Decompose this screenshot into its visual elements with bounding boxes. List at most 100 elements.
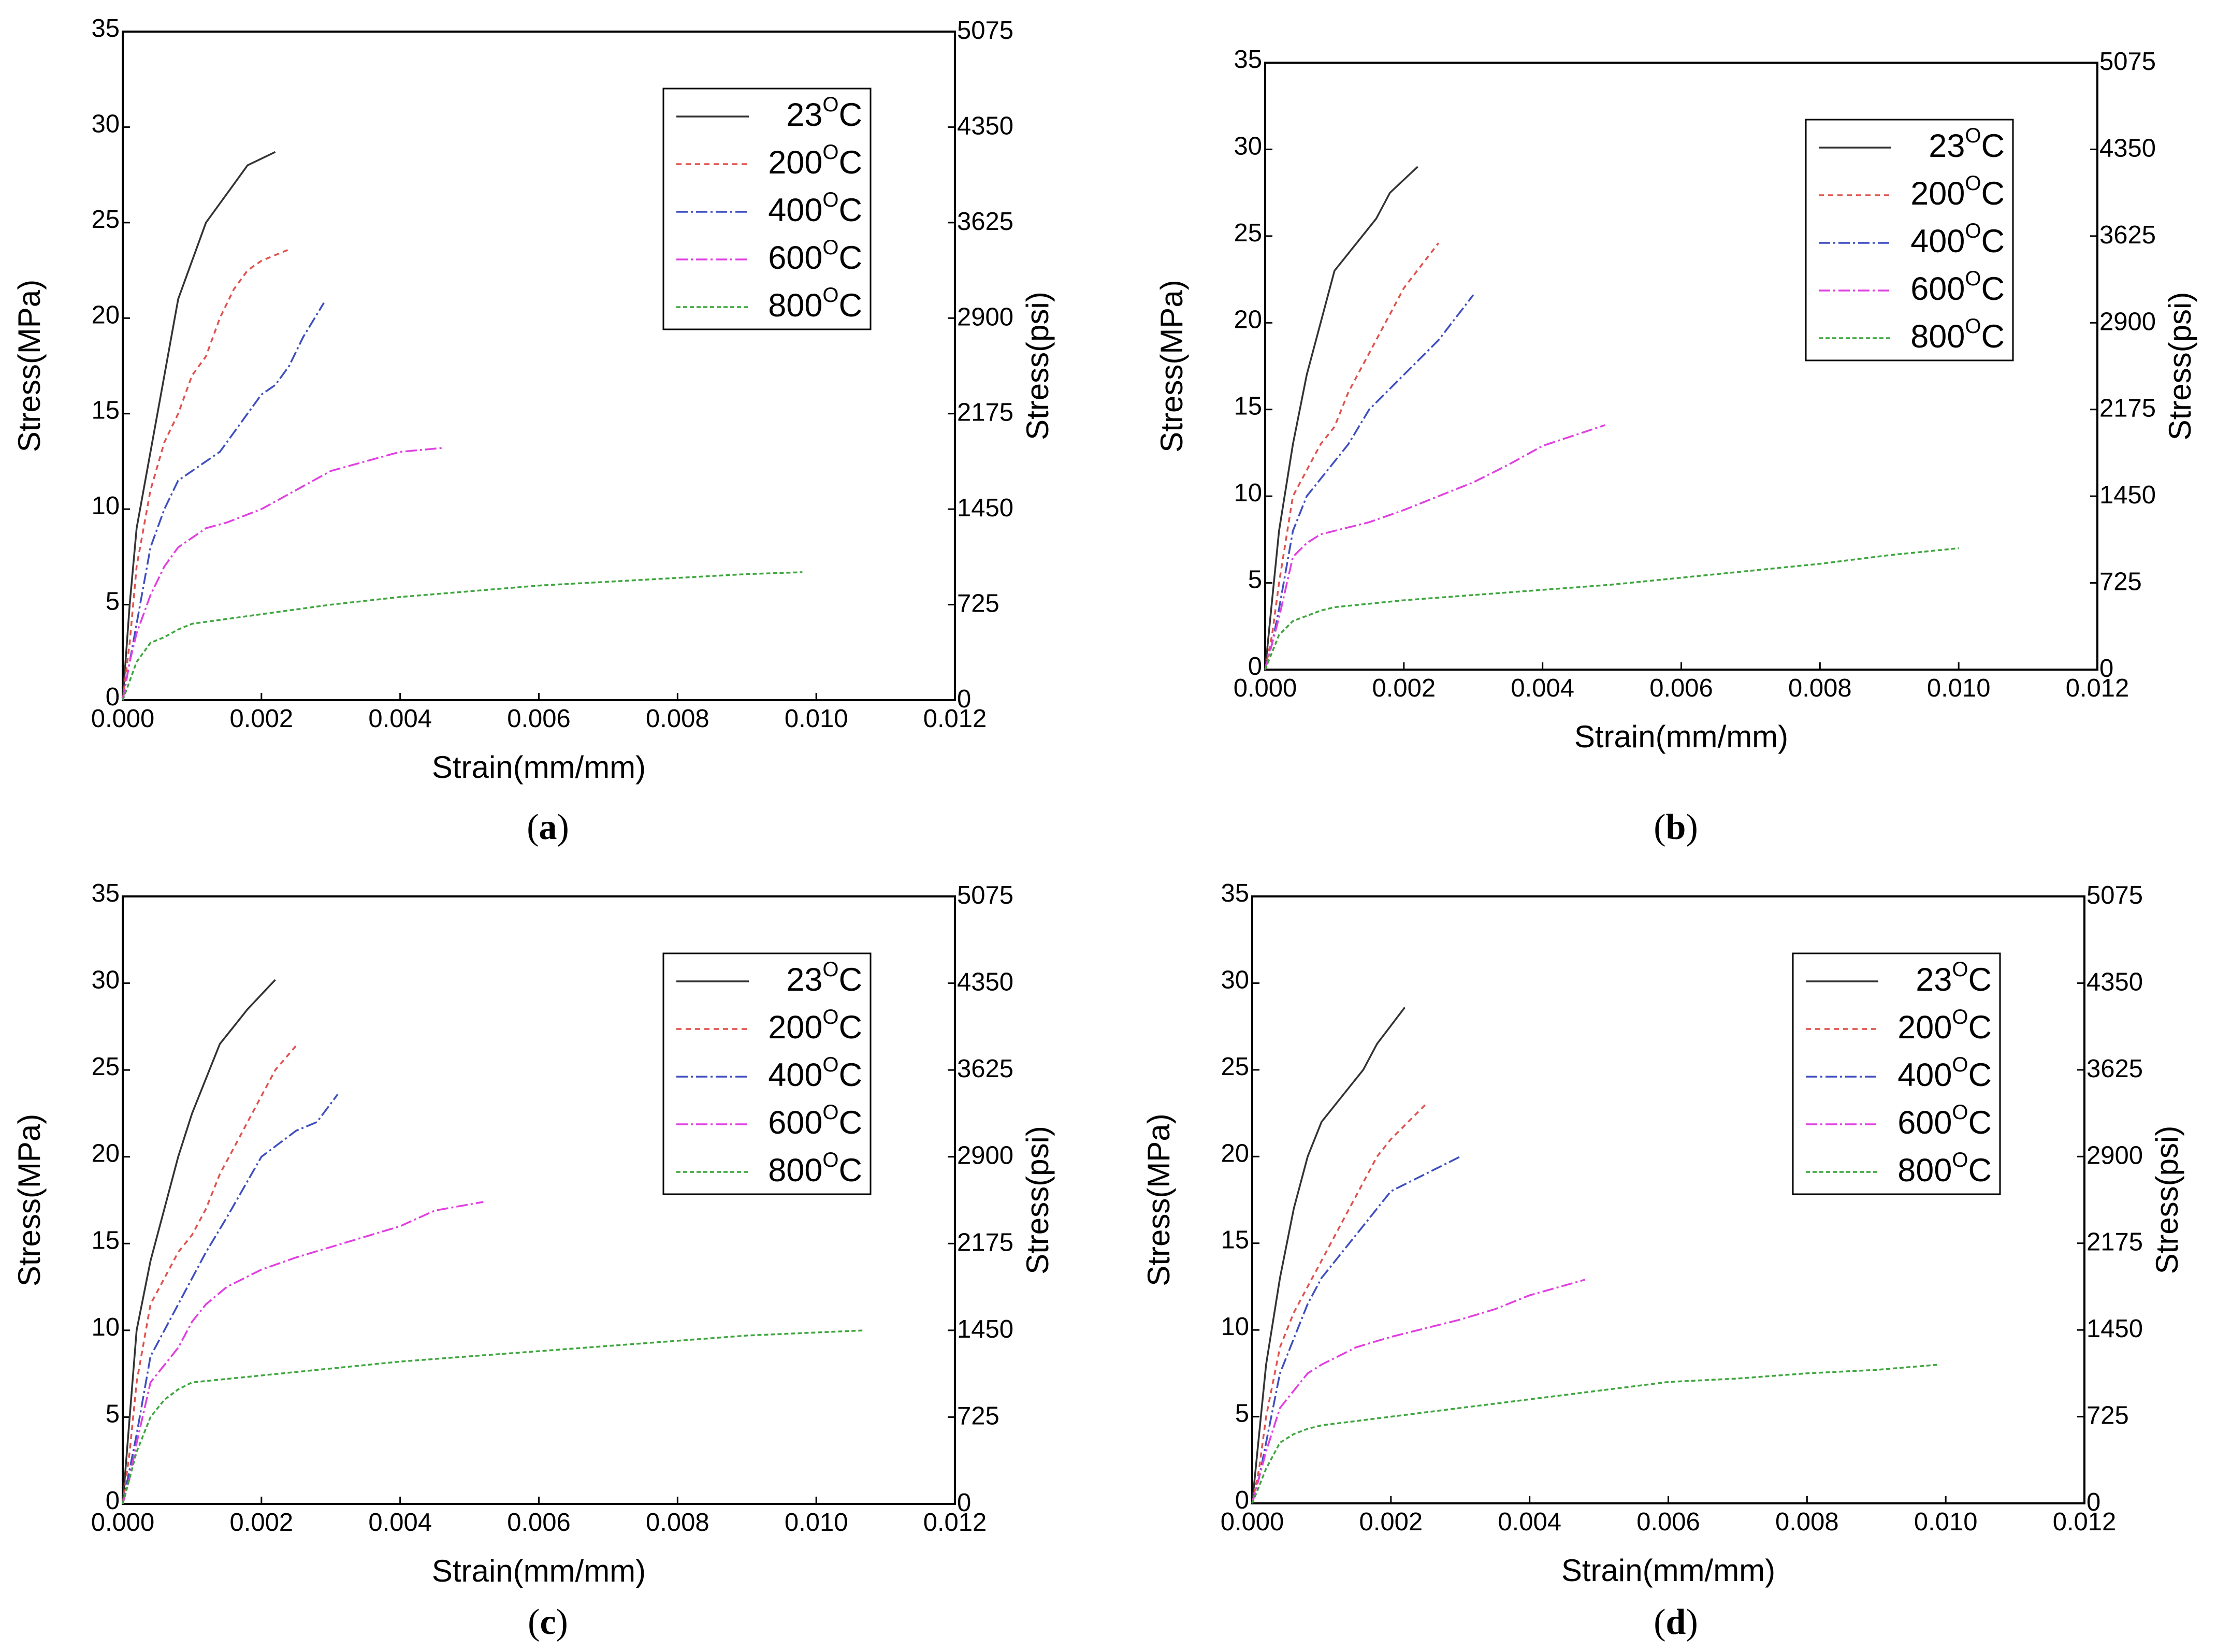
degree-sign: O — [822, 93, 838, 116]
y-tick-label: 35 — [91, 15, 120, 42]
degree-sign: O — [822, 236, 838, 259]
y2-tick-label: 5075 — [2099, 48, 2156, 76]
x-axis-title: Strain(mm/mm) — [1561, 1553, 1775, 1588]
x-tick-label: 0.008 — [646, 705, 709, 733]
x-tick-label: 0.004 — [1498, 1508, 1561, 1536]
y-tick-label: 0 — [106, 683, 120, 711]
y2-tick-label: 2900 — [957, 1142, 1013, 1170]
y-tick-label: 10 — [1234, 479, 1262, 507]
y-tick-label: 25 — [1221, 1053, 1249, 1081]
legend-temp-unit: C — [839, 97, 863, 133]
degree-sign: O — [1952, 1053, 1968, 1076]
chart-panel-c: 0.000 0.002 0.004 0.006 0.008 0.010 0.01205101… — [12, 879, 1055, 1642]
y-tick-label: 10 — [91, 492, 120, 520]
panel-caption: (d) — [1654, 1602, 1698, 1642]
degree-sign: O — [1952, 1149, 1968, 1171]
series-line-600c — [122, 1201, 484, 1504]
y2-tick-label: 3625 — [957, 208, 1013, 236]
y2-tick-label: 4350 — [2099, 134, 2156, 162]
y-tick-label: 35 — [91, 879, 120, 907]
legend-temp-value: 23 — [786, 97, 822, 133]
y-tick-label: 0 — [1235, 1486, 1249, 1514]
legend-label-23c: 23OC — [1916, 958, 1992, 998]
chart-panel-b: 0.000 0.002 0.004 0.006 0.008 0.010 0.01205101… — [1154, 46, 2197, 847]
legend-label-23c: 23OC — [786, 958, 862, 998]
series-line-200c — [122, 248, 290, 701]
y-tick-label: 20 — [1234, 306, 1262, 334]
legend-label-800c: 800OC — [1897, 1149, 1992, 1189]
y2-tick-label: 5075 — [957, 881, 1013, 909]
series-line-800c — [1251, 1364, 1939, 1504]
x-axis-title: Strain(mm/mm) — [1574, 719, 1788, 754]
degree-sign: O — [1965, 172, 1981, 195]
legend-label-600c: 600OC — [1897, 1101, 1992, 1141]
series-line-200c — [1251, 1104, 1427, 1504]
x-tick-label: 0.006 — [507, 1509, 571, 1537]
y-tick-label: 0 — [1248, 653, 1262, 680]
x-tick-label: 0.002 — [1359, 1508, 1423, 1536]
legend-label-200c: 200OC — [768, 1006, 862, 1046]
series-line-400c — [122, 302, 325, 701]
chart-panel-a: 0.000 0.002 0.004 0.006 0.008 0.010 0.01205101… — [12, 15, 1055, 847]
legend-temp-unit: C — [1981, 128, 2005, 164]
legend-temp-value: 400 — [768, 192, 822, 228]
legend-temp-unit: C — [839, 287, 863, 324]
caption-letter: d — [1666, 1602, 1686, 1642]
caption-letter: a — [539, 807, 557, 847]
series-line-23c — [122, 979, 276, 1504]
caption-open-paren: ( — [527, 807, 539, 847]
y-tick-label: 15 — [91, 397, 120, 425]
legend-temp-unit: C — [1968, 1105, 1992, 1141]
y-tick-label: 20 — [91, 301, 120, 329]
degree-sign: O — [822, 1149, 838, 1171]
y-tick-label: 20 — [1221, 1139, 1249, 1167]
legend-box — [662, 952, 872, 1195]
caption-letter: b — [1666, 807, 1686, 847]
legend-label-800c: 800OC — [768, 284, 862, 324]
series-line-23c — [1251, 1007, 1405, 1504]
x-tick-label: 0.010 — [1914, 1508, 1978, 1536]
x-tick-label: 0.006 — [507, 705, 571, 733]
y-tick-label: 25 — [91, 206, 120, 234]
legend-temp-value: 800 — [768, 287, 822, 324]
x-tick-label: 0.000 — [91, 705, 155, 733]
x-tick-label: 0.004 — [368, 1509, 432, 1537]
series-line-400c — [1264, 294, 1474, 670]
degree-sign: O — [822, 1053, 838, 1076]
legend-temp-value: 800 — [768, 1152, 822, 1189]
y2-tick-label: 725 — [2099, 568, 2142, 596]
y-tick-label: 15 — [91, 1226, 120, 1254]
y-tick-label: 10 — [91, 1313, 120, 1341]
series-line-400c — [1251, 1155, 1461, 1504]
legend-temp-unit: C — [839, 240, 863, 276]
y2-tick-label: 5075 — [957, 17, 1013, 45]
degree-sign: O — [1965, 315, 1981, 338]
y2-tick-label: 3625 — [957, 1055, 1013, 1083]
caption-open-paren: ( — [1654, 1602, 1665, 1642]
y2-axis-title: Stress(psi) — [2163, 292, 2197, 441]
y2-tick-label: 1450 — [957, 494, 1013, 522]
y-tick-label: 30 — [1221, 966, 1249, 994]
legend-temp-unit: C — [1981, 176, 2005, 212]
degree-sign: O — [822, 1101, 838, 1124]
x-tick-label: 0.008 — [1788, 674, 1852, 702]
y-axis-title: Stress(MPa) — [12, 1114, 47, 1286]
x-tick-label: 0.010 — [785, 705, 848, 733]
y-axis-title: Stress(MPa) — [12, 280, 47, 452]
y2-tick-label: 2175 — [2099, 395, 2156, 423]
legend-temp-unit: C — [1981, 223, 2005, 259]
series-line-800c — [1264, 547, 1959, 670]
legend-label-200c: 200OC — [1897, 1006, 1992, 1046]
x-tick-label: 0.002 — [230, 705, 294, 733]
y-tick-label: 25 — [1234, 219, 1262, 247]
legend-temp-unit: C — [839, 962, 863, 998]
y-tick-label: 5 — [1235, 1400, 1249, 1428]
x-tick-label: 0.002 — [230, 1509, 294, 1537]
series-line-800c — [122, 571, 803, 701]
degree-sign: O — [1952, 1101, 1968, 1124]
legend-label-400c: 400OC — [1897, 1053, 1992, 1093]
y-tick-label: 15 — [1221, 1226, 1249, 1254]
y-axis-title: Stress(MPa) — [1154, 280, 1189, 452]
series-line-600c — [1264, 424, 1605, 670]
